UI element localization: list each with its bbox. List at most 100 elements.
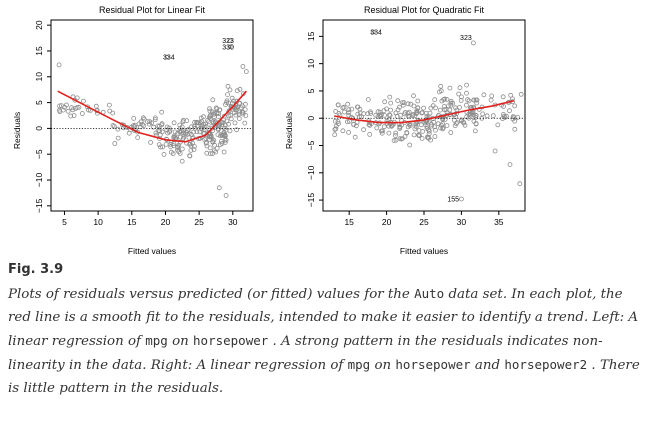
outlier-point [164,54,170,60]
residual-point [459,94,464,100]
residual-point [228,116,234,122]
residual-point [452,123,458,129]
residual-point [179,158,185,164]
residual-point [205,117,211,123]
residual-point [178,134,183,140]
residual-point [480,111,486,117]
residual-point [456,91,462,97]
residual-point [444,123,450,128]
residual-point [441,97,447,102]
residual-point [426,127,432,133]
residual-point [407,123,413,129]
point-layer [332,29,524,202]
residual-point [353,123,359,129]
caption-code: mpg [347,357,371,372]
residual-point [393,130,399,136]
residual-point [367,131,373,137]
outlier-point [56,62,62,68]
outlier-point [227,38,233,43]
residual-point [416,128,422,134]
residual-point [438,125,444,131]
y-tick-label: 20 [34,20,44,30]
residual-point [410,113,415,118]
residual-point [512,103,518,109]
residual-point [72,97,78,103]
residual-point [147,121,152,127]
point-annotation: 323 [222,38,234,45]
residual-point [507,108,512,114]
residual-point [397,104,402,110]
residual-point [422,122,428,128]
residual-point [210,151,215,156]
residual-point [415,98,421,104]
residual-point [374,125,380,131]
y-tick-label: 0 [34,126,44,131]
residual-point [411,93,416,99]
residual-point [132,124,138,130]
residual-point [481,92,487,98]
point-annotation: 155 [447,196,459,203]
smooth-fit-line [57,90,247,143]
residual-point [389,123,395,128]
residual-point [379,112,384,117]
caption-code: horsepower [395,357,471,372]
y-tick-label: 0 [306,116,316,121]
residual-point [216,114,221,119]
y-tick-label: 10 [306,59,316,69]
residual-point [73,106,78,111]
residual-point [438,83,444,89]
residual-point [484,113,490,119]
residual-point [375,109,381,115]
residual-point [413,124,419,130]
residual-point [226,108,232,114]
residual-point [411,103,417,109]
y-tick-label: 5 [34,100,44,105]
residual-point [474,100,480,106]
y-tick-label: 15 [34,46,44,56]
x-tick-label: 20 [382,217,392,227]
residual-point [222,140,228,146]
x-tick-label: 5 [62,217,67,227]
y-tick-label: −5 [306,140,316,150]
residual-point [224,100,229,105]
residual-point [131,116,137,121]
residual-point [405,101,411,107]
residual-point [188,131,194,137]
residual-point [428,105,434,111]
residual-point [335,119,341,124]
residual-point [381,108,387,113]
residual-point [57,109,63,115]
residual-point [175,147,180,153]
residual-point [346,107,352,113]
residual-point [236,111,242,117]
residual-point [190,140,195,146]
residual-point [165,130,171,136]
outlier-point [517,181,523,187]
residual-point [186,126,192,132]
x-tick-label: 10 [93,217,103,227]
point-layer [56,38,249,198]
left-residual-plot: Residual Plot for Linear Fit 5 10 15 20 25 30 −… [12,5,254,256]
residual-point [59,103,64,108]
residual-point [489,93,495,99]
x-tick-label: 25 [419,217,429,227]
residual-point [187,153,193,159]
residual-point [359,114,364,120]
residual-point [346,110,352,116]
residual-point [237,100,243,106]
residual-point [340,105,346,111]
residual-point [204,143,210,149]
residual-point [393,110,399,116]
residual-point [233,112,239,118]
residual-point [222,132,228,138]
residual-point [419,135,425,141]
residual-point [332,118,338,124]
residual-point [138,119,144,125]
residual-point [221,149,227,155]
residual-point [126,130,132,136]
residual-point [135,135,141,141]
residual-point [365,111,371,117]
residual-point [210,97,216,103]
residual-point [212,119,218,124]
outlier-point [227,44,233,50]
